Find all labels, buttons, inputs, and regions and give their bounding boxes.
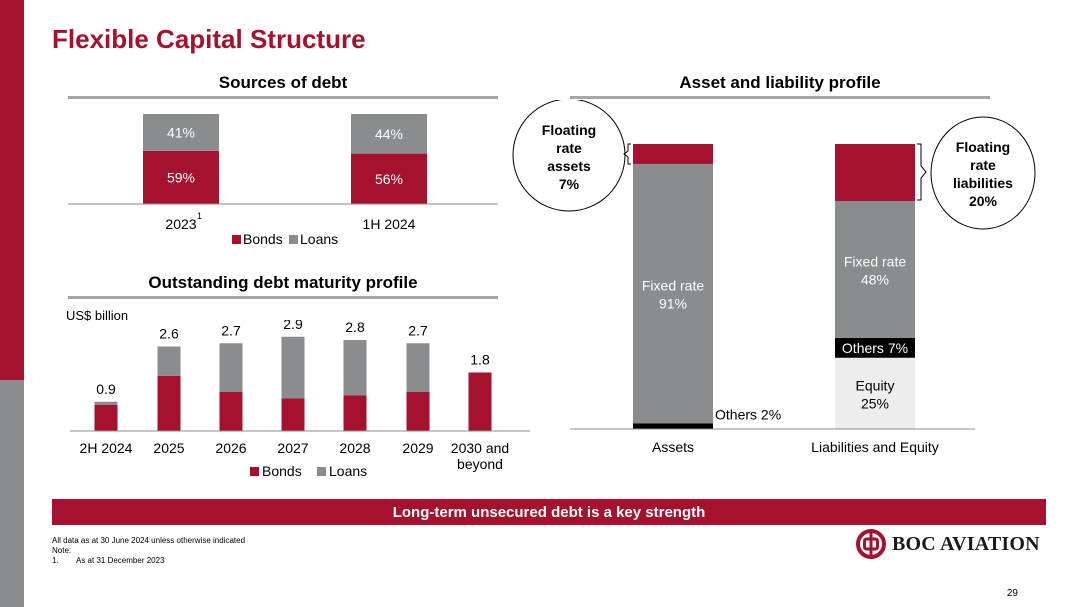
slide-title: Flexible Capital Structure	[52, 24, 366, 54]
al-bar-floating-rate	[835, 144, 915, 201]
footnote-line: All data as at 30 June 2024 unless other…	[52, 536, 246, 545]
callout-text: rate	[556, 140, 582, 156]
al-bar-fixed-rate	[835, 201, 915, 338]
callout-text: rate	[970, 157, 996, 173]
maturity-bar-bonds	[406, 392, 430, 431]
maturity-bar-loans	[219, 343, 243, 392]
maturity-category-label: 2028	[339, 440, 370, 456]
maturity-category-label: 2027	[277, 440, 308, 456]
maturity-total-label: 2.6	[159, 326, 179, 342]
maturity-bar-bonds	[281, 398, 305, 431]
maturity-profile-title: Outstanding debt maturity profile	[148, 273, 418, 292]
legend-swatch-bonds	[232, 235, 241, 244]
footnote-line: Note:	[52, 546, 72, 555]
left-accent-bar-red	[0, 0, 24, 380]
boc-logo-icon	[856, 529, 886, 559]
footnote-item: 1. As at 31 December 2023	[52, 556, 245, 566]
maturity-total-label: 2.8	[345, 320, 365, 335]
maturity-profile-chart: 0.9 2H 2024 2.6 2025 2.7 2026 2.9 2027 2.8 2028 2.…	[70, 320, 530, 479]
sources-data-label: 59%	[167, 169, 195, 185]
maturity-bar-bonds	[468, 372, 492, 431]
footnote-text: As at 31 December 2023	[76, 556, 165, 565]
legend-label-bonds: Bonds	[262, 463, 302, 479]
left-accent-bar-grey	[0, 380, 24, 607]
sources-bar-bonds	[351, 153, 427, 204]
al-bar-floating-rate	[633, 144, 713, 164]
maturity-total-label: 0.9	[96, 381, 116, 397]
legend-label-bonds: Bonds	[243, 231, 283, 247]
maturity-bar-loans	[406, 343, 430, 392]
maturity-bar-bonds	[157, 375, 181, 431]
al-segment-label: Fixed rate	[844, 253, 906, 269]
al-segment-label: Others 2%	[715, 406, 781, 422]
al-segment-label: Equity	[856, 377, 895, 393]
sources-data-label: 44%	[375, 126, 403, 142]
al-category-label: Assets	[652, 439, 694, 455]
al-category-label: Liabilities and Equity	[811, 439, 939, 455]
al-bar-equity	[835, 357, 915, 429]
callout-text: 7%	[559, 176, 580, 192]
liabilities-bracket	[917, 143, 927, 201]
key-strength-banner: Long-term unsecured debt is a key streng…	[52, 499, 1046, 525]
sources-bar-loans	[351, 114, 427, 154]
maturity-total-label: 1.8	[470, 352, 490, 368]
maturity-category-label: 2026	[215, 440, 246, 456]
asset-liability-chart: Others 2% Fixed rate 91% Assets Equity 25% Oth…	[512, 100, 1036, 455]
callout-text: Floating	[956, 139, 1010, 155]
unit-label: US$ billion	[66, 308, 129, 323]
al-segment-label: 25%	[861, 395, 889, 411]
callout-text: Floating	[542, 122, 596, 138]
page-number: 29	[1006, 588, 1018, 599]
legend-swatch-loans	[289, 235, 298, 244]
maturity-bar-loans	[157, 346, 181, 376]
sources-bar-bonds	[143, 150, 219, 204]
legend-swatch-loans	[317, 467, 326, 476]
sources-of-debt-chart: 59% 41% 56% 44% 2023 1 1H 2024 Bonds Loans	[68, 114, 498, 247]
sources-data-label: 41%	[167, 124, 195, 140]
al-segment-label: 48%	[861, 271, 889, 287]
maturity-bar-bonds	[343, 395, 367, 431]
sources-category-label: 2023	[165, 216, 196, 232]
sources-bar-loans	[143, 114, 219, 151]
sources-category-superscript: 1	[197, 211, 202, 221]
maturity-category-label: 2029	[402, 440, 433, 456]
maturity-category-label: beyond	[457, 456, 503, 472]
al-segment-label: Others 7%	[842, 340, 908, 356]
maturity-profile-rule	[68, 296, 498, 299]
al-bar-others	[633, 423, 713, 429]
maturity-total-label: 2.7	[221, 322, 241, 338]
maturity-category-label: 2025	[153, 440, 184, 456]
callout-text: assets	[547, 158, 591, 174]
callout-text: liabilities	[953, 175, 1013, 191]
al-segment-label: 91%	[659, 296, 687, 312]
al-bar-others	[835, 337, 915, 358]
al-segment-label: Fixed rate	[642, 278, 704, 294]
sources-category-label: 1H 2024	[363, 216, 416, 232]
legend-swatch-bonds	[250, 467, 259, 476]
maturity-category-label: 2H 2024	[80, 440, 133, 456]
boc-aviation-logo: BOC AVIATION	[856, 529, 1040, 559]
footnotes: All data as at 30 June 2024 unless other…	[52, 536, 245, 566]
floating-rate-liabilities-callout	[930, 116, 1036, 230]
maturity-total-label: 2.9	[283, 320, 303, 332]
maturity-bar-bonds	[219, 392, 243, 431]
al-bar-fixed-rate	[633, 163, 713, 424]
maturity-bar-loans	[343, 340, 367, 396]
assets-bracket	[623, 143, 631, 165]
sources-of-debt-rule	[68, 96, 498, 99]
sources-of-debt-title: Sources of debt	[218, 73, 348, 92]
footnote-number: 1.	[52, 556, 59, 565]
sources-data-label: 56%	[375, 171, 403, 187]
maturity-bar-bonds	[94, 405, 118, 431]
maturity-total-label: 2.7	[408, 322, 428, 338]
maturity-bar-loans	[94, 401, 118, 405]
logo-text: BOC AVIATION	[892, 532, 1040, 555]
legend-label-loans: Loans	[329, 463, 367, 479]
maturity-bar-loans	[281, 336, 305, 399]
legend-label-loans: Loans	[300, 231, 338, 247]
callout-text: 20%	[969, 193, 998, 209]
asset-liability-title: Asset and liability profile	[679, 73, 881, 92]
maturity-category-label: 2030 and	[451, 440, 509, 456]
asset-liability-rule	[570, 96, 990, 99]
